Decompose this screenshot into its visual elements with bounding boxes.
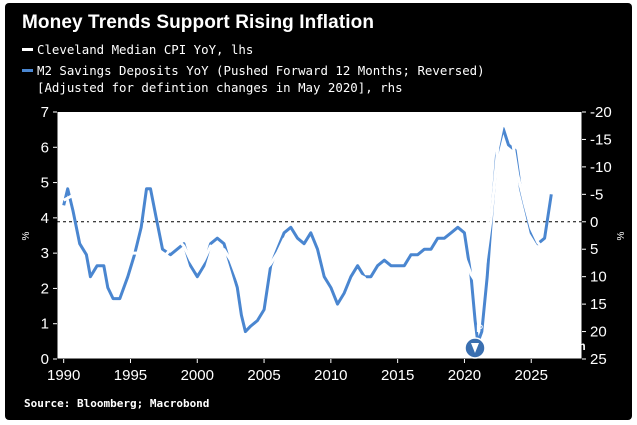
watermark-site-label: ISABELNET.com: [491, 339, 586, 353]
annotations: [547, 204, 575, 261]
legend-swatch-m2: [22, 69, 33, 72]
right-tick-label: 10: [590, 269, 607, 286]
left-tick-label: 4: [41, 210, 49, 227]
x-tick-label: 2020: [448, 367, 481, 384]
right-tick-label: -10: [590, 159, 612, 176]
legend-label-cpi: Cleveland Median CPI YoY, lhs: [37, 42, 254, 57]
right-tick-label: 0: [590, 214, 598, 231]
legend-item-m2: M2 Savings Deposits YoY (Pushed Forward …: [22, 63, 485, 78]
x-tick-label: 1990: [47, 367, 80, 384]
chart-title: Money Trends Support Rising Inflation: [22, 12, 375, 33]
legend-label-m2-note: [Adjusted for defintion changes in May 2…: [37, 80, 403, 95]
left-tick-label: 3: [41, 245, 49, 262]
axes: [53, 111, 586, 363]
legend-item-cpi: Cleveland Median CPI YoY, lhs: [22, 42, 253, 57]
left-tick-label: 1: [41, 316, 49, 333]
isabelnet-logo-icon: [464, 337, 486, 359]
x-tick-label: 2000: [181, 367, 214, 384]
x-tick-label: 2025: [515, 367, 548, 384]
x-tick-label: 2005: [247, 367, 280, 384]
right-tick-label: -20: [590, 104, 612, 121]
x-tick-label: 1995: [114, 367, 147, 384]
right-tick-label: -5: [590, 186, 603, 203]
x-tick-label: 2015: [381, 367, 414, 384]
source-note: Source: Bloomberg; Macrobond: [24, 397, 210, 410]
legend-swatch-cpi: [22, 48, 33, 51]
left-tick-label: 2: [41, 280, 49, 297]
trend-arrow-shaft: [547, 204, 575, 261]
right-tick-label: -15: [590, 131, 612, 148]
left-axis-label: %: [21, 231, 32, 240]
left-tick-label: 7: [41, 104, 49, 121]
watermark-posted-label: Posted on: [476, 323, 526, 335]
left-tick-label: 0: [41, 351, 49, 368]
right-axis-label: %: [616, 231, 627, 240]
right-tick-label: 20: [590, 324, 607, 341]
trend-arrow-head: [567, 205, 575, 214]
right-tick-label: 15: [590, 296, 607, 313]
left-tick-label: 6: [41, 139, 49, 156]
plot-area-background: [57, 112, 582, 359]
legend-item-m2-note: [Adjusted for defintion changes in May 2…: [37, 80, 403, 95]
series-line-cleveland-median-cpi: [63, 114, 546, 340]
left-tick-label: 5: [41, 175, 49, 192]
legend-label-m2: M2 Savings Deposits YoY (Pushed Forward …: [37, 63, 485, 78]
right-tick-label: 5: [590, 241, 598, 258]
x-tick-label: 2010: [314, 367, 347, 384]
right-tick-label: 25: [590, 351, 607, 368]
